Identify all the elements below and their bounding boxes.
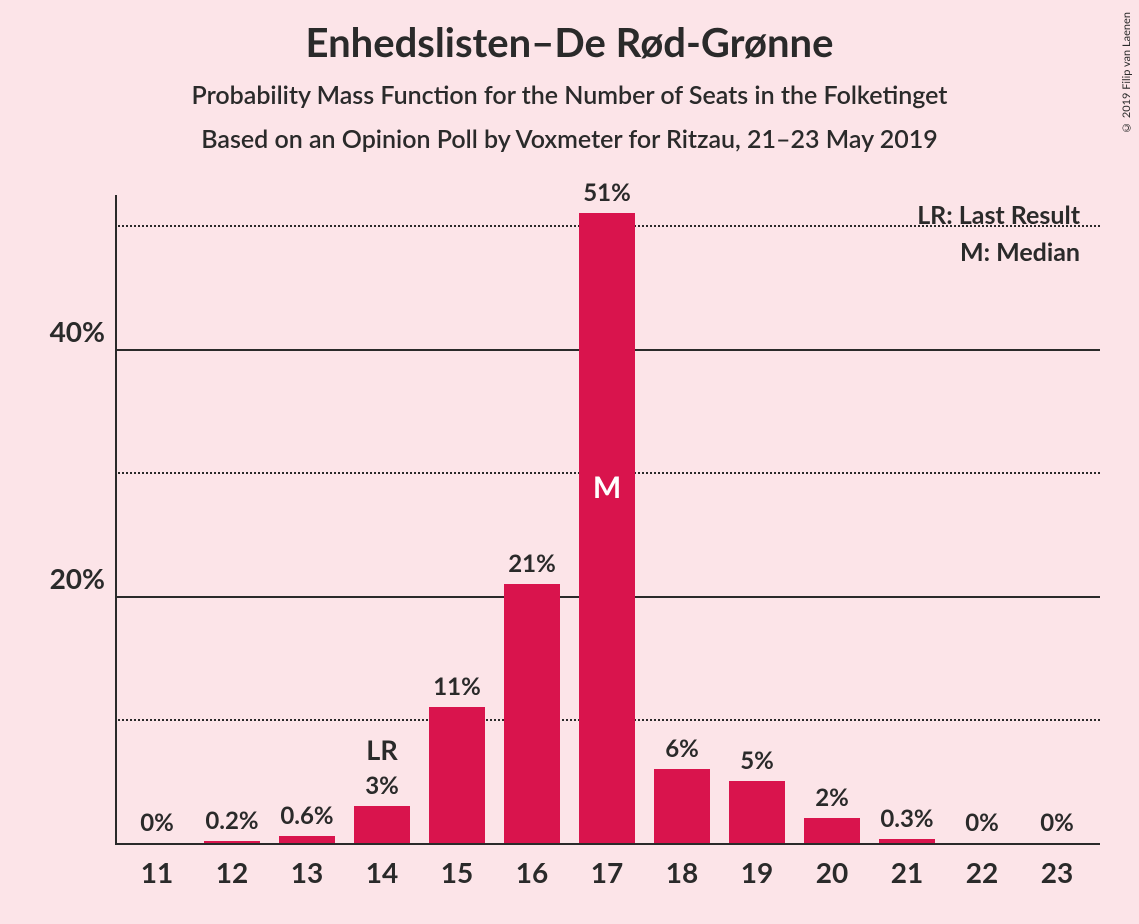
copyright-text: © 2019 Filip van Laenen [1120, 12, 1133, 134]
bar [579, 213, 635, 843]
lr-annotation: LR [366, 733, 397, 766]
bar-value-label: 0.3% [880, 804, 933, 833]
x-axis-tick-label: 13 [291, 855, 323, 889]
x-axis-tick-label: 20 [816, 855, 848, 889]
bar-value-label: 0% [965, 808, 999, 837]
y-axis-tick-label: 20% [50, 561, 105, 595]
chart-subtitle-2: Based on an Opinion Poll by Voxmeter for… [0, 110, 1139, 154]
x-axis-tick-label: 14 [366, 855, 398, 889]
legend-m: M: Median [960, 237, 1080, 267]
x-axis-tick-label: 23 [1041, 855, 1073, 889]
x-axis-tick-label: 19 [741, 855, 773, 889]
chart-plot-area: LR: Last Result M: Median 20%40%0%110.2%… [115, 195, 1100, 845]
x-axis-tick-label: 22 [966, 855, 998, 889]
x-axis-tick-label: 17 [591, 855, 623, 889]
chart-title: Enhedslisten–De Rød-Grønne [0, 0, 1139, 66]
x-axis-tick-label: 16 [516, 855, 548, 889]
bar-value-label: 5% [740, 746, 774, 775]
bar [279, 836, 335, 843]
median-annotation: M [593, 469, 621, 505]
x-axis-tick-label: 15 [441, 855, 473, 889]
y-axis [115, 195, 117, 845]
bar-value-label: 0% [1040, 808, 1074, 837]
bar [654, 769, 710, 843]
bar [729, 781, 785, 843]
y-axis-tick-label: 40% [50, 314, 105, 348]
x-axis [115, 843, 1100, 845]
x-axis-tick-label: 11 [141, 855, 173, 889]
bar-value-label: 2% [815, 783, 849, 812]
bar [354, 806, 410, 843]
x-axis-tick-label: 21 [891, 855, 923, 889]
bar-value-label: 3% [365, 771, 399, 800]
bar [804, 818, 860, 843]
bar-value-label: 0.6% [280, 801, 333, 830]
x-axis-tick-label: 18 [666, 855, 698, 889]
bar-value-label: 51% [583, 178, 631, 207]
bar [504, 584, 560, 843]
bar-value-label: 11% [433, 672, 481, 701]
bar-value-label: 6% [665, 734, 699, 763]
bar [429, 707, 485, 843]
chart-subtitle-1: Probability Mass Function for the Number… [0, 66, 1139, 110]
bar-value-label: 0% [140, 808, 174, 837]
bar-value-label: 21% [508, 549, 556, 578]
x-axis-tick-label: 12 [216, 855, 248, 889]
bar-value-label: 0.2% [205, 806, 258, 835]
